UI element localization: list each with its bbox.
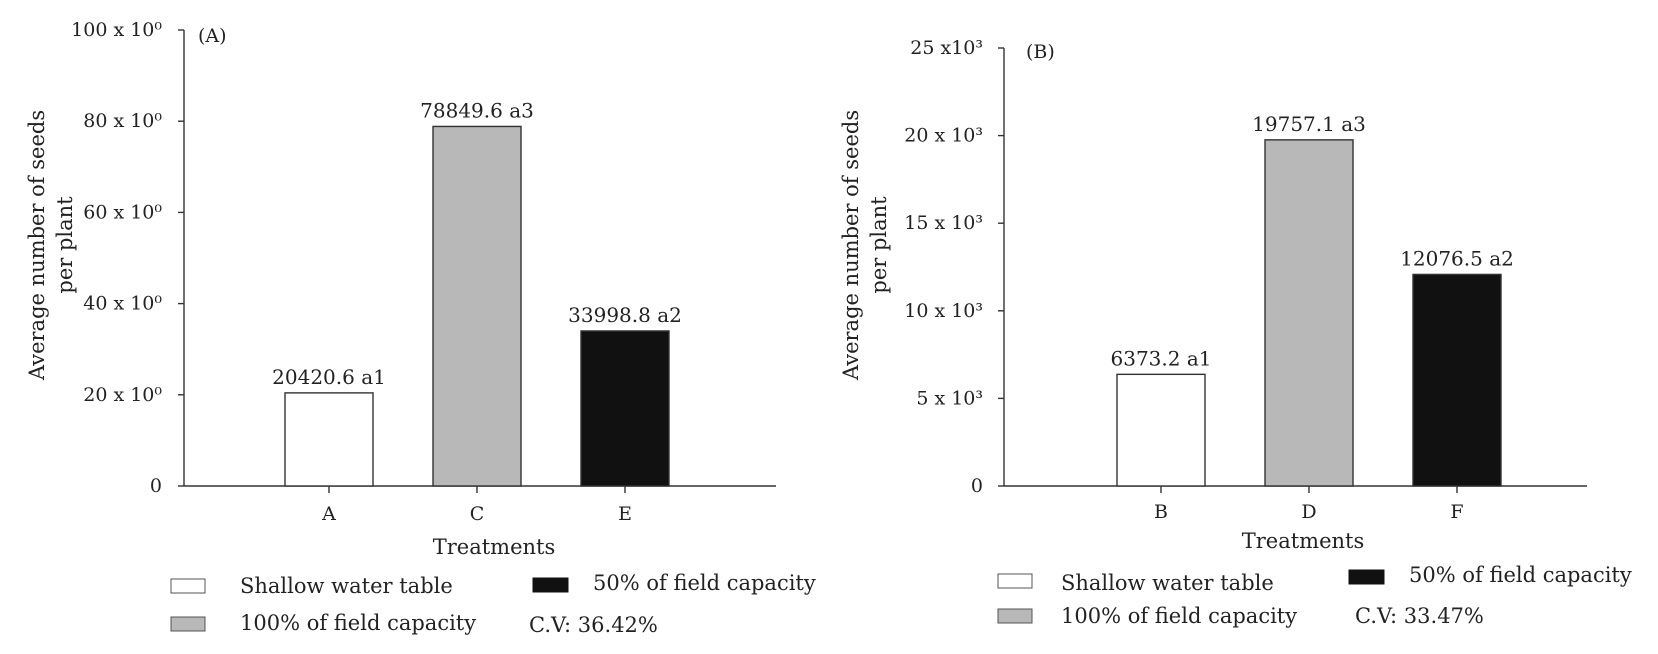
chart-b-panel-label: (B) — [1026, 41, 1055, 63]
chart-a-legend: Shallow water table 100% of field capaci… — [170, 571, 816, 637]
chart-a-ylabel-line1: Average number of seeds — [25, 110, 49, 381]
chart-a-legend-swatch-shallow — [170, 578, 206, 594]
chart-b-ytick-label: 20 x 10³ — [904, 125, 983, 147]
chart-b-legend-fc100: 100% of field capacity — [1061, 604, 1297, 628]
chart-a-xtick-label-C: C — [470, 503, 485, 525]
chart-a-data-label-E: 33998.8 a2 — [568, 303, 682, 327]
chart-a-legend-shallow: Shallow water table — [240, 574, 453, 598]
chart-a-legend-fc50: 50% of field capacity — [593, 571, 816, 595]
chart-b-ytick-label: 25 x10³ — [910, 37, 983, 59]
chart-b-data-label-B: 6373.2 a1 — [1111, 346, 1212, 370]
chart-a-data-label-A: 20420.6 a1 — [272, 365, 386, 389]
chart-b-xtick-label-F: F — [1450, 501, 1463, 523]
chart-b-xtick-label-D: D — [1301, 501, 1316, 523]
chart-b-legend-swatch-fc100 — [997, 608, 1033, 624]
chart-a-ytick-label: 100 x 10⁰ — [71, 19, 162, 41]
chart-a-ytick-label: 20 x 10⁰ — [83, 384, 162, 406]
chart-a-ytick-label: 40 x 10⁰ — [83, 293, 162, 315]
chart-a-legend-cv: C.V: 36.42% — [529, 613, 658, 637]
chart-b-bar-D — [1264, 139, 1354, 487]
chart-a: (A) Average number of seeds per plant 0 2… — [25, 19, 816, 637]
chart-b-ylabel: Average number of seeds per plant — [839, 110, 891, 381]
chart-a-ytick-label: 60 x 10⁰ — [83, 201, 162, 223]
chart-a-ylabel: Average number of seeds per plant — [25, 110, 77, 381]
chart-b-legend: Shallow water table 100% of field capaci… — [997, 563, 1632, 628]
chart-b-legend-swatch-shallow — [997, 573, 1033, 589]
chart-b-legend-fc50: 50% of field capacity — [1409, 563, 1632, 587]
chart-b-bar-F — [1412, 273, 1502, 487]
chart-b-ytick-label: 10 x 10³ — [904, 300, 983, 322]
chart-b-ytick-label: 15 x 10³ — [904, 212, 983, 234]
chart-a-bar-C — [432, 125, 522, 487]
chart-a-xlabel: Treatments — [433, 535, 556, 559]
chart-b-bar-B — [1116, 373, 1206, 487]
chart-a-legend-fc100: 100% of field capacity — [240, 611, 476, 635]
chart-a-bar-A — [284, 392, 374, 487]
chart-b: (B) Average number of seeds per plant 0 5… — [839, 37, 1632, 628]
chart-a-ytick-label: 0 — [150, 475, 162, 497]
chart-b-ylabel-line2: per plant — [867, 196, 891, 294]
chart-b-ytick-label: 5 x 10³ — [916, 387, 983, 409]
chart-a-legend-swatch-fc100 — [170, 616, 206, 632]
chart-b-legend-shallow: Shallow water table — [1061, 571, 1274, 595]
chart-b-data-label-D: 19757.1 a3 — [1252, 112, 1366, 136]
chart-a-panel-label: (A) — [198, 25, 227, 47]
chart-a-xtick-label-E: E — [618, 503, 632, 525]
chart-b-ytick-label: 0 — [971, 475, 983, 497]
chart-a-xtick-label-A: A — [321, 503, 336, 525]
chart-a-legend-swatch-fc50 — [532, 577, 569, 593]
chart-a-bar-E — [580, 330, 670, 487]
chart-a-data-label-C: 78849.6 a3 — [420, 98, 534, 122]
chart-b-xlabel: Treatments — [1242, 529, 1365, 553]
chart-b-legend-swatch-fc50 — [1348, 569, 1385, 585]
chart-a-ylabel-line2: per plant — [53, 196, 77, 294]
chart-b-ylabel-line1: Average number of seeds — [839, 110, 863, 381]
chart-b-xtick-label-B: B — [1154, 501, 1168, 523]
chart-a-ytick-label: 80 x 10⁰ — [83, 110, 162, 132]
chart-b-legend-cv: C.V: 33.47% — [1355, 604, 1484, 628]
chart-b-data-label-F: 12076.5 a2 — [1400, 246, 1514, 270]
